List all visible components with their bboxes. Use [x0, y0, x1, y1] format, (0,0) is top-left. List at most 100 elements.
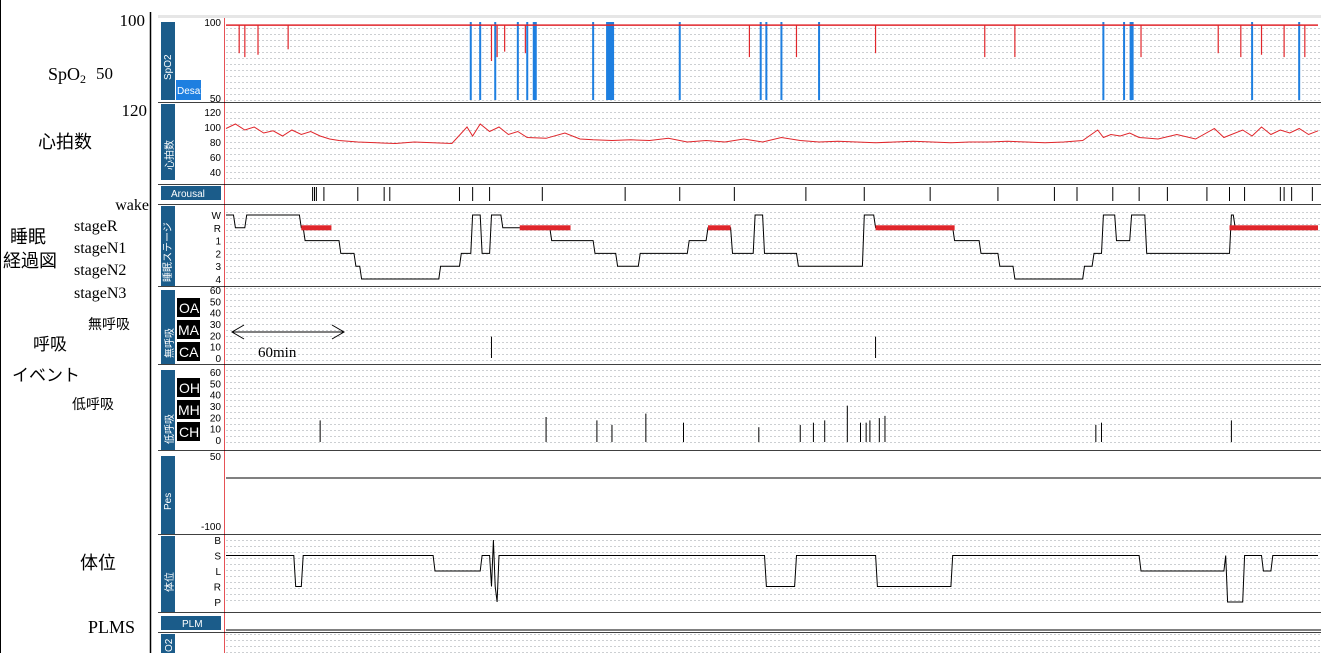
apnea-scale-tick: 10	[210, 343, 222, 354]
badge-ma-label: MA	[178, 322, 200, 338]
duration-arrow-right	[331, 324, 345, 340]
desat-marker	[1123, 22, 1126, 100]
badge-oa-label: OA	[179, 300, 200, 316]
hypopnea-scale-tick: 60	[210, 368, 222, 379]
hypopnea-label: 低呼吸	[72, 397, 114, 413]
sleep-scale-tick: R	[214, 224, 221, 235]
rem-bar	[1229, 225, 1318, 231]
position-scale-tick: R	[214, 583, 221, 594]
desat-marker	[1102, 22, 1105, 100]
position-scale-tick: P	[214, 598, 221, 609]
hr-scale-tick: 40	[210, 168, 222, 179]
sleep-n2-label: stageN2	[74, 262, 126, 279]
desat-marker	[516, 22, 519, 100]
bottom-tab-label: O2	[164, 638, 175, 652]
apnea-series	[490, 336, 877, 358]
hr-120-label: 120	[122, 101, 148, 120]
pes-scale-tick: -100	[201, 522, 221, 533]
sleep-stage-series	[226, 214, 1318, 280]
arousal-series	[312, 187, 1313, 201]
spo2-label-main: SpO	[48, 64, 80, 84]
hypopnea-tab-label: 低呼吸	[163, 414, 176, 444]
desat-marker	[526, 22, 529, 100]
duration-arrow-left	[231, 324, 245, 340]
spo2-label-subscript: 2	[80, 72, 86, 86]
pes-tab-label: Pes	[163, 493, 174, 510]
resp-label-2: イベント	[12, 366, 80, 385]
sleep-n3-label: stageN3	[74, 285, 126, 302]
badge-mh	[177, 400, 200, 419]
desat-marker	[494, 22, 497, 100]
resp-label-1: 呼吸	[33, 335, 67, 354]
badge-ca-label: CA	[179, 344, 199, 360]
pes-scale-tick: 50	[210, 452, 222, 463]
desat-marker	[1129, 22, 1134, 100]
apnea-scale-tick: 50	[210, 297, 222, 308]
arousal-tab-label: Arousal	[171, 189, 205, 200]
desat-marker	[606, 22, 615, 100]
sleep-scale-tick: 3	[215, 262, 221, 273]
desat-marker	[780, 22, 783, 100]
rem-bar	[519, 225, 571, 231]
desat-marker	[592, 22, 595, 100]
sleep-title-1: 睡眠	[10, 227, 46, 247]
spo2-tab-label: SpO2	[163, 54, 174, 80]
hypnogram-line	[226, 214, 1318, 280]
hypopnea-scale-tick: 40	[210, 391, 222, 402]
sleep-scale-tick: 1	[215, 237, 221, 248]
desat-tab-label: Desat	[177, 86, 203, 97]
position-scale-tick: B	[214, 536, 221, 547]
hr-scale-tick: 120	[204, 108, 221, 119]
axis-scales: 10050120100806040WR123460504030201006050…	[201, 18, 222, 609]
desat-marker	[678, 22, 681, 100]
left-labels: 100 SpO2 50 120 心拍数 wake stageR stageN1 …	[3, 11, 149, 637]
hypopnea-scale-tick: 20	[210, 413, 222, 424]
position-scale-tick: L	[215, 567, 221, 578]
apnea-tab	[161, 290, 175, 364]
desat-marker	[1251, 22, 1254, 100]
apnea-scale-tick: 60	[210, 286, 222, 297]
position-tab	[161, 536, 175, 612]
apnea-scale-tick: 40	[210, 309, 222, 320]
hypopnea-tab	[161, 370, 175, 450]
sleep-r-label: stageR	[74, 218, 118, 235]
hr-label: 心拍数	[38, 132, 92, 152]
spo2-100-label: 100	[120, 11, 146, 30]
gridlines	[158, 28, 1321, 653]
spo2-tab	[161, 22, 175, 100]
badge-ca	[177, 342, 200, 361]
apnea-scale-tick: 0	[215, 354, 221, 365]
plm-tab	[161, 616, 221, 630]
position-tab-label: 体位	[163, 572, 176, 592]
apnea-scale-tick: 30	[210, 320, 222, 331]
hypopnea-scale-tick: 50	[210, 379, 222, 390]
heart-rate-line	[225, 123, 1319, 145]
plms-label: PLMS	[88, 617, 135, 637]
badge-oh-label: OH	[179, 380, 200, 396]
sleep-scale-tick: 4	[215, 275, 221, 286]
spo2-scale-tick: 50	[210, 94, 222, 105]
spo2-scale-tick: 100	[204, 18, 221, 29]
apnea-badges: OA MA CA	[177, 298, 200, 361]
heart-rate-series	[225, 123, 1319, 145]
rem-bar	[875, 225, 955, 231]
sleep-tab-label: 睡眠ステージ	[161, 222, 174, 282]
badge-ch-label: CH	[179, 424, 199, 440]
sleep-scale-tick: 2	[215, 249, 221, 260]
sleep-wake-label: wake	[115, 197, 149, 214]
rem-bar	[707, 225, 731, 231]
hypopnea-scale-tick: 30	[210, 402, 222, 413]
badge-mh-label: MH	[178, 402, 200, 418]
hr-tab	[161, 104, 175, 180]
pes-tab	[161, 456, 175, 534]
sleep-title-2: 経過図	[3, 251, 57, 271]
hypopnea-badges: OH MH CH	[177, 378, 200, 441]
plm-tab-label: PLM	[182, 619, 203, 630]
desat-marker	[469, 22, 472, 100]
hr-scale-tick: 60	[210, 153, 222, 164]
hr-tab-label: 心拍数	[163, 140, 176, 170]
apnea-tab-label: 無呼吸	[163, 328, 176, 358]
position-series	[226, 539, 1318, 603]
badge-oh	[177, 378, 200, 397]
channel-tabs: SpO2 Desat 心拍数 Arousal 睡眠ステージ 無呼吸 低呼吸 Pe…	[161, 22, 221, 653]
